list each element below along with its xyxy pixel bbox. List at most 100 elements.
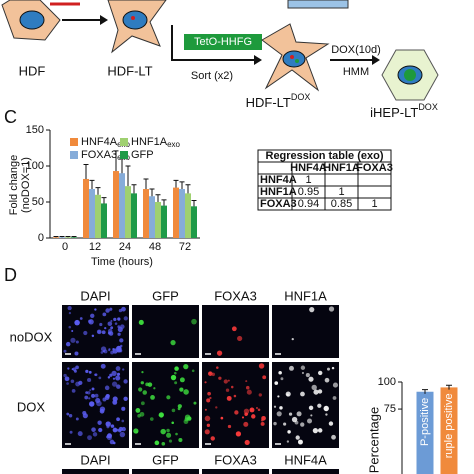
- cell-signal: [89, 389, 92, 392]
- cell-signal: [287, 430, 291, 434]
- schematic: HDF HDF-LT TetO-HHFG Sort (x2) HDF-LTDOX…: [1, 0, 439, 120]
- cell-signal: [183, 389, 189, 395]
- cell-signal: [100, 346, 107, 352]
- cell-signal: [84, 395, 89, 400]
- cell-signal: [245, 385, 250, 390]
- y-tick-label: 0: [38, 232, 44, 244]
- cell-signal: [102, 397, 107, 402]
- error-bar: [131, 184, 137, 194]
- cell-signal: [98, 427, 103, 433]
- cell-signal: [75, 340, 79, 344]
- y-axis-label: (noDOX=1): [20, 157, 32, 213]
- cell-signal: [94, 373, 97, 376]
- bar: [440, 387, 458, 474]
- cell-signal: [67, 367, 70, 370]
- cell-signal: [122, 368, 125, 371]
- bar: [149, 196, 155, 238]
- cell-signal: [99, 322, 103, 327]
- cell-signal: [207, 391, 211, 396]
- bar: [65, 237, 71, 238]
- legend-name: GFP: [131, 149, 154, 161]
- cell-signal: [105, 393, 110, 399]
- cell-signal: [308, 376, 314, 382]
- cell-signal: [258, 393, 262, 397]
- cell-signal: [305, 373, 310, 378]
- cell-signal: [100, 351, 104, 354]
- arrow-head: [372, 55, 380, 65]
- cell-signal: [220, 416, 224, 420]
- cell-signal: [312, 428, 319, 434]
- cell-label: HDF: [19, 63, 46, 78]
- cell-signal: [112, 399, 118, 405]
- sort-label: Sort (x2): [191, 70, 233, 82]
- cell-signal: [291, 416, 298, 423]
- table-header: FOXA3: [356, 162, 393, 174]
- cell-signal: [77, 431, 83, 437]
- table-value: 0.94: [298, 198, 319, 210]
- cell-signal: [104, 385, 110, 391]
- error-bar: [173, 179, 179, 188]
- cell-signal: [116, 428, 120, 432]
- error-bar: [59, 236, 65, 238]
- bar: [125, 186, 131, 238]
- label: HDF-LT: [246, 95, 291, 110]
- table-cell: [357, 185, 392, 199]
- cell-signal: [116, 384, 121, 389]
- cell-signal: [78, 380, 83, 385]
- cell-signal: [153, 387, 156, 390]
- cell-signal: [133, 428, 139, 434]
- micrograph: [202, 469, 269, 474]
- treatment-label: HMM: [343, 66, 369, 78]
- bar: [185, 193, 191, 238]
- cell-signal: [291, 337, 294, 341]
- cell-signal: [94, 308, 97, 311]
- cell-signal: [309, 306, 315, 313]
- table-cell: [324, 173, 359, 187]
- error-bar: [143, 178, 149, 190]
- cell-signal: [111, 370, 117, 377]
- row-label: DOX: [17, 399, 46, 414]
- cell-signal: [204, 381, 207, 384]
- cell-signal: [109, 307, 113, 311]
- cell-signal: [101, 330, 106, 335]
- cell-signal: [121, 406, 126, 411]
- cell-signal: [91, 427, 96, 432]
- table-cell: [257, 161, 293, 175]
- cell-signal: [98, 376, 102, 380]
- cell-signal: [295, 435, 300, 440]
- cell-signal: [317, 370, 323, 376]
- cell-signal: [296, 411, 302, 417]
- cell-signal: [117, 317, 121, 321]
- cell-signal: [317, 389, 323, 394]
- cell-signal: [261, 415, 266, 421]
- bar: [161, 205, 167, 238]
- cell-signal: [121, 306, 126, 312]
- cell-signal: [66, 382, 69, 385]
- error-bar: [185, 184, 191, 194]
- cell-signal: [179, 377, 185, 383]
- cell-signal: [87, 377, 92, 383]
- error-bar: [65, 236, 71, 238]
- table-row-label: HNF4A: [260, 174, 297, 186]
- cell-signal: [106, 425, 110, 429]
- cell-signal: [65, 341, 71, 347]
- nucleus: [282, 50, 306, 68]
- bar: [143, 189, 149, 238]
- cell-signal: [237, 335, 243, 342]
- cell-signal: [166, 428, 170, 433]
- error-bar: [179, 181, 185, 190]
- y-tick-label: 50: [32, 196, 44, 208]
- cell-signal: [112, 348, 118, 354]
- cell-signal: [102, 312, 107, 317]
- cell-signal: [279, 406, 283, 410]
- bar: [101, 203, 107, 238]
- micrograph: [132, 469, 199, 474]
- cell-signal: [204, 415, 211, 422]
- cell-signal: [112, 377, 116, 380]
- column-label: HNF1A: [284, 288, 327, 303]
- table-value: 1: [338, 186, 344, 198]
- cell-signal: [94, 393, 99, 398]
- box: [287, 0, 349, 9]
- cell-signal: [243, 408, 250, 415]
